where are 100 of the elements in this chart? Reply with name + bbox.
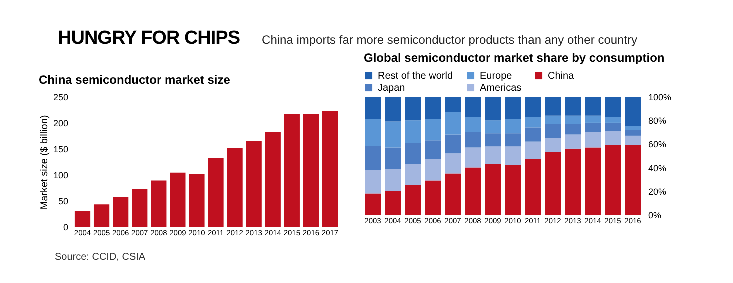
- bar: [525, 160, 541, 215]
- bar: [505, 97, 521, 120]
- y-tick-label: 0%: [648, 210, 662, 220]
- bar: [425, 119, 441, 141]
- bar: [208, 158, 224, 227]
- bar: [365, 119, 381, 147]
- bar: [505, 165, 521, 215]
- bar: [265, 132, 281, 227]
- y-tick-label: 60%: [648, 140, 667, 150]
- bar: [385, 97, 401, 122]
- bar: [227, 148, 243, 227]
- bar: [545, 124, 561, 138]
- bar: [545, 138, 561, 152]
- bar: [545, 152, 561, 215]
- bar: [585, 97, 601, 116]
- bar: [565, 97, 581, 116]
- bar: [365, 194, 381, 215]
- bar: [365, 97, 381, 120]
- bar: [385, 191, 401, 215]
- y-tick-label: 100: [53, 170, 68, 180]
- bar: [565, 134, 581, 149]
- bar: [151, 180, 167, 227]
- bar: [322, 111, 338, 227]
- bar: [605, 122, 621, 132]
- bar: [545, 97, 561, 116]
- bar: [405, 164, 421, 186]
- bar: [585, 148, 601, 215]
- bar: [625, 126, 641, 130]
- bar: [525, 128, 541, 142]
- bar: [605, 117, 621, 123]
- bar: [385, 168, 401, 192]
- y-tick-label: 40%: [648, 163, 667, 174]
- legend-label: China: [548, 71, 575, 82]
- bar: [405, 120, 421, 144]
- bar: [465, 168, 481, 215]
- bar: [465, 148, 481, 168]
- bar: [445, 154, 461, 174]
- bar: [94, 204, 110, 227]
- bar: [485, 164, 501, 215]
- chart-title: Global semiconductor market share by consumption: [364, 51, 665, 65]
- bar: [445, 134, 461, 154]
- legend-label: Rest of the world: [378, 71, 454, 82]
- bar: [445, 97, 461, 112]
- bar: [113, 197, 129, 227]
- bar: [485, 120, 501, 134]
- legend-label: Europe: [480, 71, 513, 82]
- bar: [565, 116, 581, 124]
- bar: [625, 130, 641, 136]
- bar: [445, 174, 461, 215]
- y-tick-label: 200: [53, 118, 68, 128]
- bar: [425, 97, 441, 120]
- bar: [565, 124, 581, 135]
- y-tick-label: 0: [63, 222, 68, 232]
- bar: [405, 97, 421, 121]
- y-tick-label: 150: [53, 144, 68, 154]
- bar: [605, 97, 621, 118]
- bar: [405, 186, 421, 215]
- bar: [605, 145, 621, 215]
- y-tick-label: 20%: [648, 186, 667, 197]
- bar: [465, 132, 481, 148]
- y-tick-label: 80%: [648, 116, 667, 126]
- bar: [585, 132, 601, 148]
- bar: [425, 140, 441, 160]
- bar: [625, 97, 641, 126]
- bar: [505, 134, 521, 147]
- bar: [170, 172, 186, 227]
- bar: [425, 180, 441, 215]
- legend-label: Japan: [378, 83, 406, 94]
- y-tick-label: 100%: [648, 92, 672, 102]
- bar: [525, 97, 541, 118]
- bar: [445, 112, 461, 135]
- bar: [565, 148, 581, 215]
- bar: [585, 122, 601, 132]
- text: HUNGRY FOR CHIPS: [58, 28, 240, 50]
- text: China imports far more semiconductor products than any other country: [262, 33, 638, 47]
- bar: [605, 131, 621, 146]
- bar: [525, 142, 541, 160]
- y-tick-label: 50: [58, 196, 68, 206]
- bar: [284, 114, 300, 227]
- bar: [425, 160, 441, 181]
- bar: [385, 122, 401, 148]
- bar: [303, 114, 320, 227]
- bar: [545, 116, 561, 124]
- bar: [485, 134, 501, 147]
- bar: [365, 146, 381, 170]
- source-note: Source: CCID, CSIA: [55, 252, 146, 263]
- bar: [465, 97, 481, 118]
- bar: [74, 211, 91, 227]
- bar: [365, 170, 381, 194]
- legend-label: Americas: [480, 83, 522, 94]
- bar: [246, 141, 262, 227]
- bar: [625, 145, 641, 215]
- bar: [505, 146, 521, 166]
- bar: [189, 174, 205, 227]
- y-axis-title: Market size ($ billion): [39, 115, 50, 210]
- bar: [505, 119, 521, 134]
- bar: [485, 97, 501, 121]
- bar: [132, 190, 148, 227]
- bar: [525, 117, 541, 128]
- bar: [405, 143, 421, 164]
